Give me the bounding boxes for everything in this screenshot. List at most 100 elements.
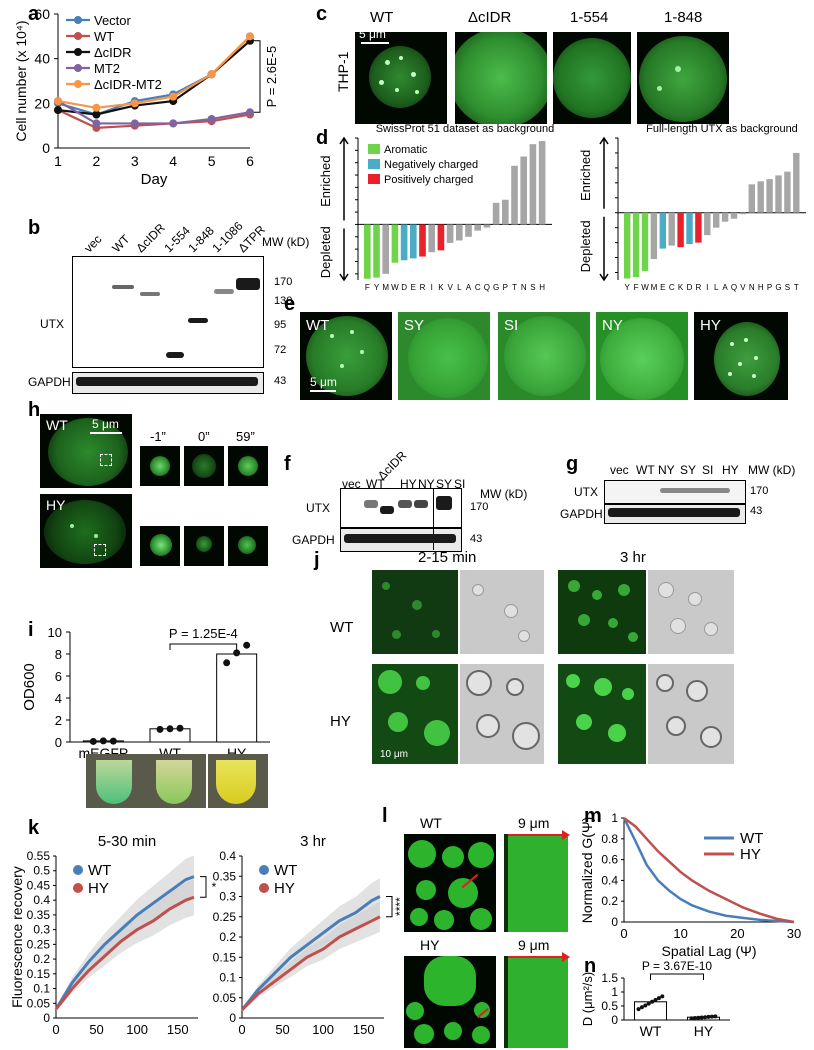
k-ytick-label: 0.2 (33, 952, 50, 966)
j-row-hy: HY (330, 713, 351, 730)
i-ytick-label: 8 (55, 647, 62, 662)
a-series-line-1 (57, 109, 251, 130)
k-legend-label: HY (274, 880, 295, 897)
j-scale-label: 10 μm (380, 749, 408, 760)
n-point (713, 1014, 718, 1019)
k-xtick-label: 100 (312, 1022, 334, 1037)
panel-label-b: b (28, 217, 41, 239)
k-legend-marker (259, 865, 269, 875)
d-xtick-label: F (634, 283, 639, 292)
d-bar (686, 212, 693, 245)
a-bracket (254, 40, 261, 113)
a-legend-label: ΔcIDR (94, 45, 132, 60)
m-ytick-label: 0.4 (601, 873, 618, 887)
g-row-gapdh: GAPDH (560, 507, 603, 521)
e-col-ny: NY (602, 317, 623, 334)
f-row-utx: UTX (306, 501, 330, 515)
k-ytick-label: 0 (43, 1011, 50, 1025)
d-xtick-label: R (696, 283, 702, 292)
l-row-wt: WT (420, 815, 442, 831)
d-bar (391, 224, 399, 263)
h-frap-wt-2 (228, 446, 268, 486)
d-bar (446, 224, 454, 243)
d-xtick-label: M (651, 283, 658, 292)
m-ytick-label: 1 (611, 811, 618, 825)
c-col-wt: WT (370, 9, 394, 26)
b-lane-1: WT (109, 232, 133, 256)
n-point (639, 1005, 644, 1010)
f-lane-4: NY (418, 477, 435, 491)
c-image-wt: 5 μm (355, 32, 447, 124)
d-xtick-label: R (420, 283, 426, 292)
a-point (246, 108, 254, 117)
d-xtick-label: N (749, 283, 755, 292)
a-ytick-label: 40 (34, 51, 50, 67)
k-ytick-label: 0.4 (33, 893, 50, 907)
n-point (656, 996, 661, 1001)
l-image-wt (404, 834, 496, 932)
b-lane-0: vec (81, 232, 105, 256)
a-point (54, 106, 62, 115)
panel-label-n: n (584, 955, 597, 977)
m-legend-label: HY (740, 846, 761, 863)
a-legend-label: WT (94, 29, 114, 44)
d-bar (373, 224, 380, 278)
k-ytick-label: 0.15 (27, 967, 51, 981)
n-point (646, 1001, 651, 1006)
d-bar (511, 165, 518, 225)
d-xtick-label: I (431, 283, 433, 292)
i-ytick-label: 10 (48, 625, 62, 640)
g-lane-5: HY (722, 463, 739, 477)
n-ylabel: D (μm²/s) (580, 972, 595, 1026)
chart-a-growth-curve: 0 20 40 60 1 2 3 4 5 6 Day Cell number (x 10⁴) Vecto… (13, 6, 279, 188)
h-row-wt: WT (46, 417, 68, 433)
a-xtick-label: 3 (131, 153, 139, 169)
n-point (709, 1014, 714, 1019)
k-ytick-label: 0.1 (219, 971, 236, 985)
d-bar (739, 212, 747, 215)
d-xtick-label: G (775, 283, 781, 292)
l-kymo-hy (504, 952, 570, 1048)
m-ytick-label: 0.8 (601, 832, 618, 846)
a-legend-marker (74, 64, 82, 72)
d-bar (410, 224, 417, 259)
panel-label-h: h (28, 399, 41, 421)
n-ytick-label: 0.5 (601, 999, 618, 1013)
a-legend-marker (74, 48, 82, 56)
d-depleted-label: Depleted (578, 220, 593, 272)
d-bar (757, 181, 764, 213)
d-bar (456, 224, 463, 241)
k-ytick-label: 0.25 (213, 910, 237, 924)
j-fluor-wt-late (558, 570, 646, 654)
a-legend-marker (74, 80, 82, 88)
i-point (223, 659, 231, 667)
a-xtick-label: 4 (169, 153, 177, 169)
d-bar (492, 202, 500, 225)
d-arrowhead-down (599, 273, 609, 282)
panel-label-e: e (284, 293, 296, 315)
k-ytick-label: 0.15 (213, 950, 237, 964)
d-bar (483, 224, 491, 228)
d-bar (538, 141, 546, 225)
chart-k-left: 5-30 min 00.050.10.150.20.250.30.350.40.4… (9, 833, 217, 1037)
b-row-gapdh: GAPDH (28, 375, 71, 389)
c-image-1-554 (553, 32, 631, 124)
n-ytick-label: 0 (611, 1013, 618, 1027)
d-bar (668, 212, 675, 246)
k-xtick-label: 50 (275, 1022, 289, 1037)
d-bar (520, 156, 528, 225)
d-xtick-label: I (706, 283, 708, 292)
d-legend-swatch (368, 174, 380, 184)
d-bar (419, 224, 426, 257)
panel-label-j: j (314, 549, 320, 571)
n-point (650, 999, 655, 1004)
n-point (689, 1016, 694, 1021)
d-bar (428, 224, 436, 253)
k-title: 5-30 min (98, 833, 156, 850)
f-lane-1: WT (366, 477, 385, 491)
k-xtick-label: 150 (353, 1022, 375, 1037)
d-bar (766, 179, 773, 213)
k-legend-marker (259, 883, 269, 893)
h-frap-wt-1 (184, 446, 224, 486)
d-bar (677, 212, 684, 248)
